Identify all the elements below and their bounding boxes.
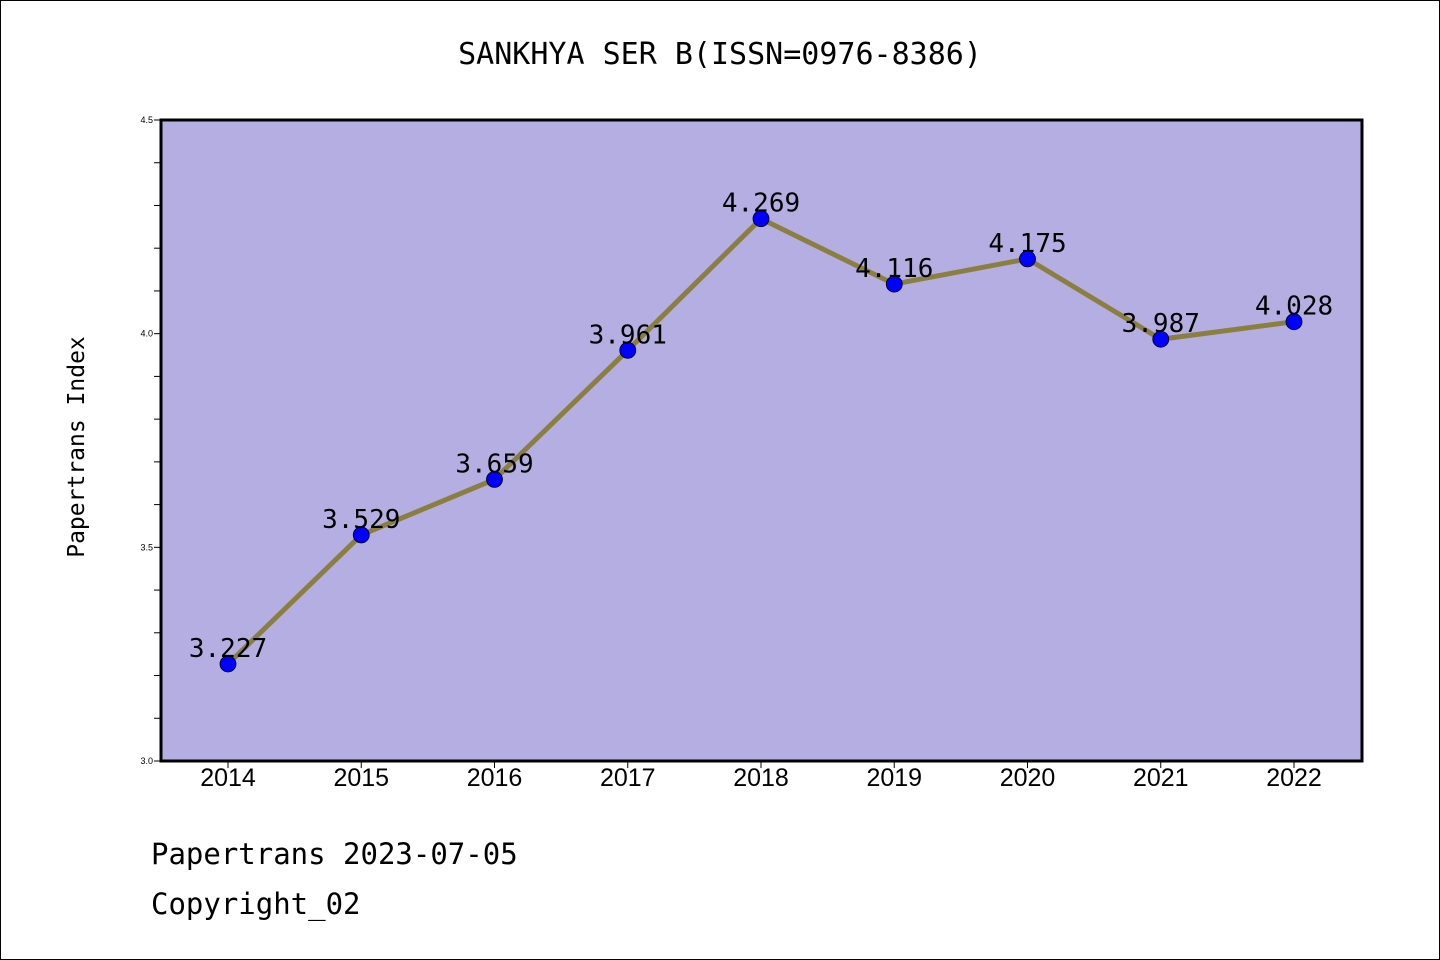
- y-tick-label: 4.0: [140, 329, 153, 339]
- data-label: 3.987: [1122, 309, 1200, 339]
- data-label: 4.269: [722, 189, 800, 219]
- data-point: [352, 526, 370, 544]
- x-tick-label: 2019: [866, 764, 922, 792]
- y-tick-label: 3.5: [140, 542, 153, 552]
- data-label: 3.529: [322, 505, 400, 535]
- data-label: 3.227: [189, 634, 267, 664]
- x-tick-label: 2016: [467, 764, 523, 792]
- y-tick-label: 4.5: [140, 115, 153, 125]
- data-point: [885, 275, 903, 293]
- chart-title: SANKHYA SER B(ISSN=0976-8386): [458, 37, 982, 72]
- data-label: 3.659: [455, 449, 533, 479]
- plot-border: [159, 118, 1364, 763]
- data-point: [1152, 330, 1170, 348]
- data-label: 4.116: [855, 254, 933, 284]
- x-tick-label: 2017: [600, 764, 656, 792]
- x-tick-label: 2020: [1000, 764, 1056, 792]
- x-tick-label: 2021: [1133, 764, 1189, 792]
- x-tick-label: 2022: [1266, 764, 1322, 792]
- data-point: [1285, 313, 1303, 331]
- y-tick-label: 3.0: [140, 756, 153, 766]
- data-point: [486, 470, 503, 488]
- data-point: [752, 210, 770, 228]
- x-tick-label: 2014: [200, 764, 256, 792]
- data-label: 4.175: [988, 229, 1066, 259]
- x-tick-label: 2018: [733, 764, 789, 792]
- data-point: [1019, 250, 1036, 268]
- footer-date: Papertrans 2023-07-05: [151, 837, 518, 871]
- x-tick-label: 2015: [333, 764, 389, 792]
- footer-copyright: Copyright_02: [151, 887, 361, 921]
- data-point: [219, 655, 237, 673]
- data-label: 3.961: [589, 320, 667, 350]
- data-point: [619, 341, 637, 359]
- data-label: 4.028: [1255, 292, 1333, 322]
